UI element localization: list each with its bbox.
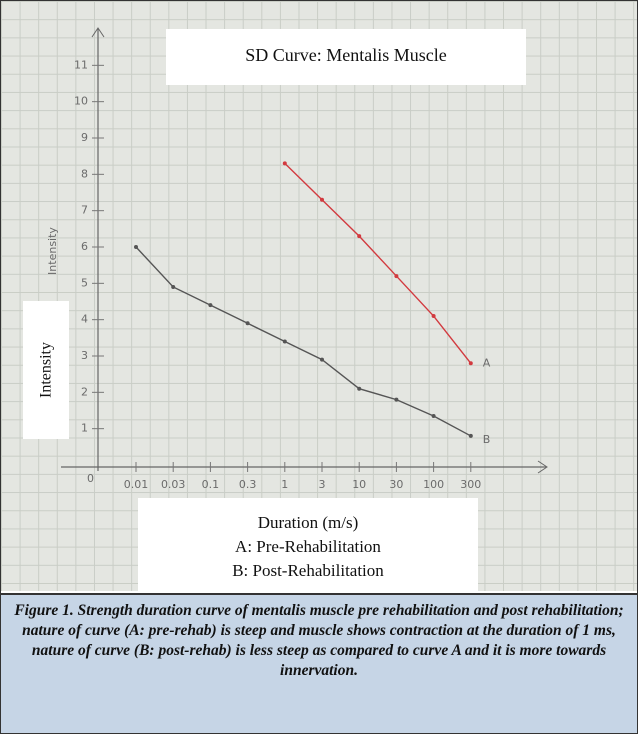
x-tick-label: 0.03 [161,478,186,491]
point [357,387,361,391]
point [283,161,287,165]
y-tick-label: 2 [81,385,88,398]
x-tick-label: 1 [281,478,288,491]
point [469,434,473,438]
x-axis-label: Duration (m/s) [258,513,359,532]
y-tick-label: 9 [81,131,88,144]
chart: SD Curve: Mentalis Muscle Intensity Inte… [1,1,637,593]
y-axis-label: Intensity [38,342,55,398]
y-tick-label: 4 [81,313,88,326]
caption: Figure 1. Strength duration curve of men… [1,593,637,733]
series-line [136,247,471,436]
y-tick-label: 3 [81,349,88,362]
point [394,398,398,402]
point [320,198,324,202]
x-tick-label: 30 [389,478,403,491]
x-tick-label: 3 [319,478,326,491]
x-tick-label: 100 [423,478,444,491]
point [208,303,212,307]
point [357,234,361,238]
series-label: B [483,433,491,446]
series-line [285,163,471,363]
y-tick-label: 10 [74,95,88,108]
point [320,358,324,362]
point [134,245,138,249]
origin-label: 0 [87,472,94,485]
x-tick-label: 0.01 [124,478,149,491]
chart-title: SD Curve: Mentalis Muscle [245,45,446,65]
y-tick-label: 8 [81,167,88,180]
series-label: A [483,356,491,369]
x-tick-label: 0.1 [202,478,220,491]
x-tick-label: 10 [352,478,366,491]
point [394,274,398,278]
y-tick-label: 6 [81,240,88,253]
point [432,314,436,318]
y-tick-label: 7 [81,204,88,217]
point [283,339,287,343]
handwritten-y-label: Intensity [46,227,59,275]
point [432,414,436,418]
point [171,285,175,289]
y-tick-label: 5 [81,276,88,289]
figure: SD Curve: Mentalis Muscle Intensity Inte… [0,0,638,734]
y-tick-label: 1 [81,422,88,435]
x-tick-label: 0.3 [239,478,257,491]
y-tick-label: 11 [74,58,88,71]
note: B: Post-Rehabilitation [232,561,384,580]
note: A: Pre-Rehabilitation [235,537,381,556]
point [246,321,250,325]
point [469,361,473,365]
x-tick-label: 300 [460,478,481,491]
